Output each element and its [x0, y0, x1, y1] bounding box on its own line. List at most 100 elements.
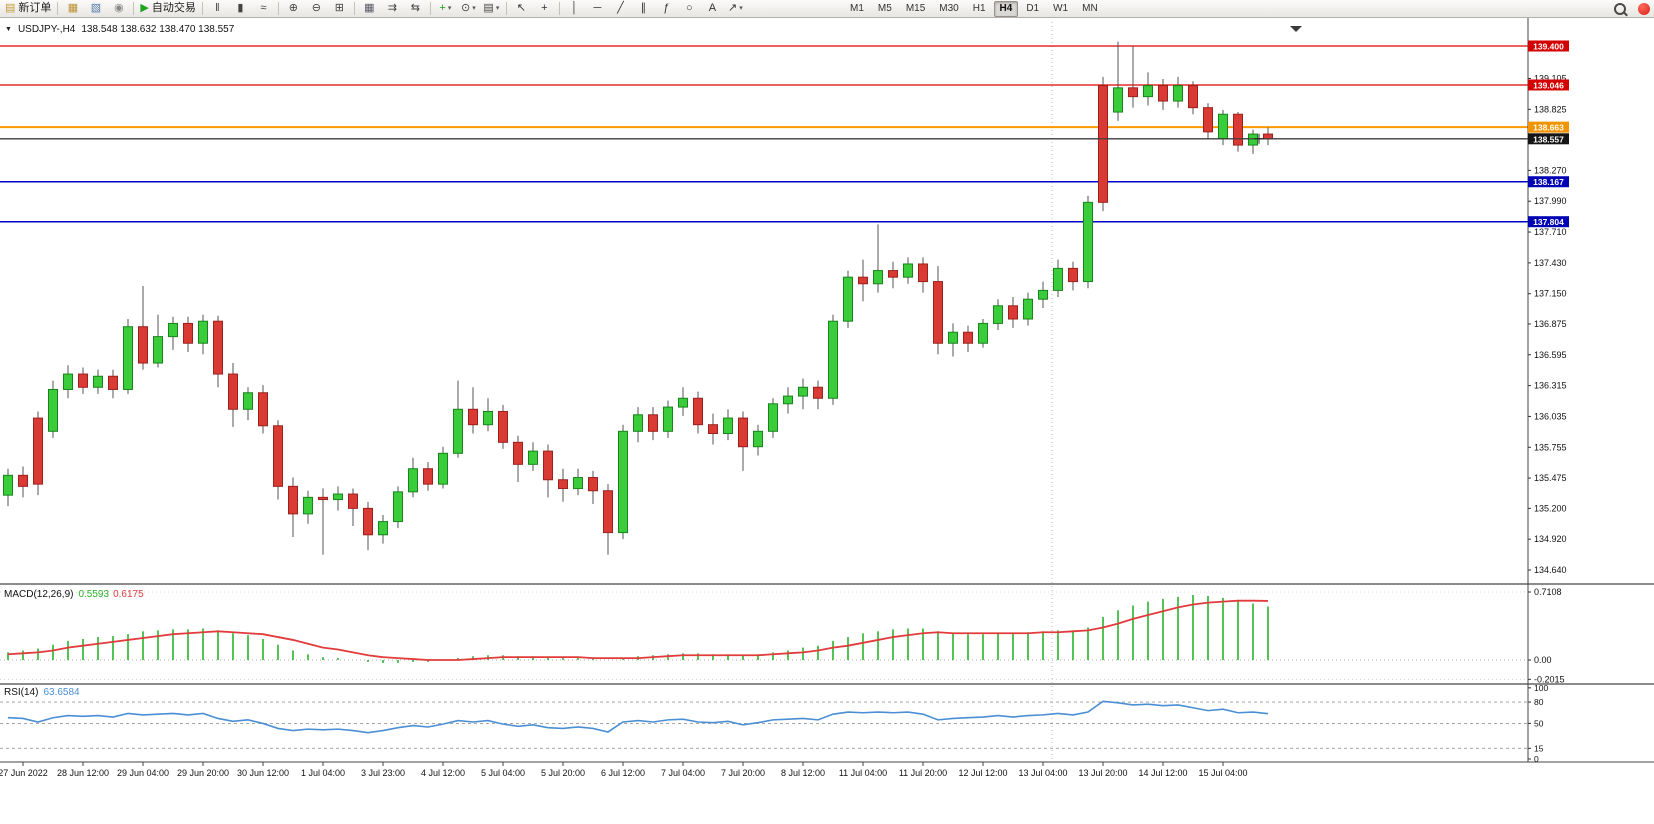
cursor-icon: ↖ [516, 2, 526, 14]
candle-down [858, 276, 868, 285]
tile-windows-icon: ▦ [364, 2, 375, 14]
timeframe-mn[interactable]: MN [1082, 3, 1098, 14]
zoom-in-button[interactable]: ⊕ [282, 0, 305, 17]
bar-chart-icon: ‖ [215, 2, 220, 14]
autotrading-button[interactable]: ▶ 自动交易 [137, 0, 198, 17]
indicators-button[interactable]: + ▾ [434, 0, 457, 17]
candle-up [873, 270, 883, 285]
fibonacci-icon: ƒ [663, 2, 670, 14]
time-tick-label: 6 Jul 12:00 [601, 768, 645, 778]
arrows-button[interactable]: ↗ ▾ [724, 0, 747, 17]
candle-down [258, 392, 268, 427]
chart-canvas[interactable]: 139.105 138.825 138.270 137.990 137.710 137.4… [0, 18, 1654, 824]
candle-up [993, 305, 1003, 324]
templates-button[interactable]: ▤ ▾ [480, 0, 503, 17]
candle-down [603, 490, 613, 534]
timeframe-m30[interactable]: M30 [939, 3, 959, 14]
cursor-button[interactable]: ↖ [510, 0, 533, 17]
chart-profiles-button[interactable]: ▧ [84, 0, 107, 17]
arrows-caret-icon: ▾ [739, 5, 743, 12]
candle-up [633, 414, 643, 432]
candle-down [228, 373, 238, 410]
candle-down [543, 450, 553, 481]
vertical-line-icon: │ [570, 2, 578, 14]
timeframe-d1[interactable]: D1 [1026, 3, 1040, 14]
candle-up [948, 331, 958, 344]
price-badge [1528, 121, 1569, 133]
macd-axis-label: -0.2015 [1534, 674, 1565, 684]
price-axis: 139.105 138.825 138.270 137.990 137.710 137.4… [1528, 73, 1567, 764]
price-badge [1528, 133, 1569, 145]
timeframe-m15[interactable]: M15 [905, 3, 926, 14]
auto-scroll-button[interactable]: ⇉ [381, 0, 404, 17]
timeframe-h4[interactable]: H4 [993, 1, 1019, 17]
rsi-axis-label: 80 [1534, 697, 1544, 707]
time-tick-label: 4 Jul 12:00 [421, 768, 465, 778]
macd-indicator-label: MACD(12,26,9) 0.5593 0.6175 [4, 589, 144, 600]
toolbar-separator [133, 2, 135, 15]
candle-up [978, 322, 988, 344]
tile-windows-button[interactable]: ▦ [358, 0, 381, 17]
candle-up [3, 474, 13, 496]
price-tick-label: 135.475 [1534, 473, 1567, 483]
zoom-out-button[interactable]: ⊖ [305, 0, 328, 17]
candle-down [108, 375, 118, 390]
candle-down [1203, 107, 1213, 133]
candlestick-chart-icon: ▮ [237, 2, 244, 14]
candle-down [648, 414, 658, 432]
trendline-icon: ╱ [617, 2, 624, 14]
timeframe-w1[interactable]: W1 [1053, 3, 1069, 14]
macd-name: MACD(12,26,9) [4, 589, 74, 600]
macd-panel [0, 591, 1528, 680]
timeframe-h1[interactable]: H1 [972, 3, 986, 14]
equidistant-channel-button[interactable]: ∥ [632, 0, 655, 17]
candle-up [438, 452, 448, 485]
price-tick-label: 136.035 [1534, 411, 1567, 421]
macd-axis-label: 0.00 [1534, 655, 1552, 665]
search-button[interactable] [1608, 1, 1631, 18]
data-window-button[interactable]: ◉ [107, 0, 130, 17]
candle-down [738, 417, 748, 448]
horizontal-line-icon: ─ [593, 2, 602, 14]
grid-icon: ⊞ [334, 2, 344, 14]
periods-caret-icon: ▾ [472, 5, 476, 12]
trendline-button[interactable]: ╱ [609, 0, 632, 17]
bar-chart-button[interactable]: ‖ [206, 0, 229, 17]
price-badge-label: 139.400 [1533, 41, 1564, 51]
new-chart-icon: ▦ [67, 2, 79, 14]
horizontal-line-button[interactable]: ─ [586, 0, 609, 17]
time-axis: 27 Jun 2022 28 Jun 12:00 29 Jun 04:00 29 Ju… [0, 762, 1248, 778]
grid-button[interactable]: ⊞ [328, 0, 351, 17]
macd-signal-value: 0.6175 [113, 589, 144, 600]
chart-shift-marker-icon[interactable] [1290, 26, 1302, 32]
fibonacci-button[interactable]: ƒ [655, 0, 678, 17]
price-tick-label: 137.150 [1534, 289, 1567, 299]
time-tick-label: 28 Jun 12:00 [57, 768, 109, 778]
templates-icon: ▤ [483, 2, 494, 14]
toolbar-separator [505, 2, 507, 15]
time-tick-label: 11 Jul 20:00 [899, 768, 947, 778]
timeframe-m5[interactable]: M5 [877, 3, 892, 14]
candle-up [123, 326, 133, 390]
new-order-button[interactable]: ▤ 新订单 [2, 0, 54, 17]
candle-up [903, 263, 913, 278]
time-tick-label: 12 Jul 12:00 [958, 768, 1007, 778]
timeframe-m1[interactable]: M1 [850, 3, 864, 14]
chart-shift-button[interactable]: ⇆ [404, 0, 427, 17]
vertical-line-button[interactable]: │ [563, 0, 586, 17]
text-label-button[interactable]: A [701, 0, 724, 17]
candle-up [333, 493, 343, 501]
new-chart-button[interactable]: ▦ [61, 0, 84, 17]
shapes-button[interactable]: ○ [678, 0, 701, 17]
line-chart-button[interactable]: ≈ [252, 0, 275, 17]
candle-down [1008, 305, 1018, 320]
periods-button[interactable]: ⊙ ▾ [457, 0, 480, 17]
chart-window[interactable]: 139.105 138.825 138.270 137.990 137.710 137.4… [0, 18, 1654, 824]
candle-up [573, 477, 583, 490]
price-tick-label: 139.105 [1534, 73, 1567, 83]
candle-up [483, 410, 493, 426]
crosshair-button[interactable]: + [533, 0, 556, 17]
candlestick-chart-button[interactable]: ▮ [229, 0, 252, 17]
notification-icon[interactable] [1638, 3, 1650, 15]
symbol-collapse-icon[interactable]: ▼ [5, 26, 12, 33]
